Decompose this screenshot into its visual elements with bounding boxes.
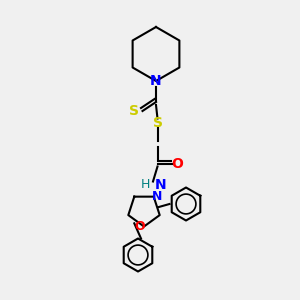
Text: H: H [141, 178, 150, 191]
Text: N: N [152, 190, 162, 203]
Text: N: N [154, 178, 166, 191]
Text: O: O [134, 220, 145, 233]
Text: S: S [128, 104, 139, 118]
Text: S: S [152, 116, 163, 130]
Text: N: N [150, 74, 162, 88]
Text: O: O [171, 157, 183, 170]
